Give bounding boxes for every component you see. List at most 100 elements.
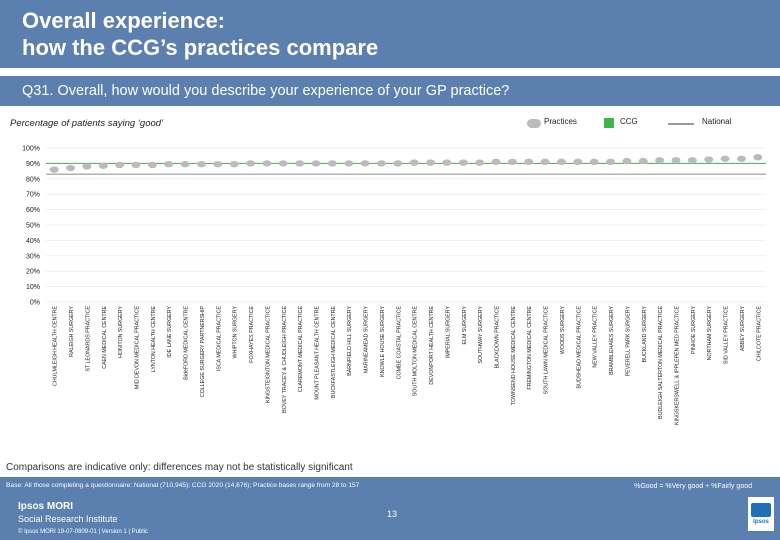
practice-point — [262, 160, 272, 167]
practice-point — [540, 158, 550, 166]
practice-point — [671, 157, 681, 164]
practice-point — [295, 160, 305, 167]
brand-subtitle: Social Research Institute — [18, 514, 118, 524]
practice-point — [327, 160, 337, 167]
x-category-label: MID DEVON MEDICAL PRACTICE — [135, 306, 141, 390]
practice-point — [49, 166, 59, 173]
practice-point — [720, 155, 730, 162]
practice-point — [704, 156, 714, 163]
practice-point — [393, 160, 403, 167]
x-category-label: CAEN MEDICAL CENTRE — [102, 306, 108, 369]
x-category-label: ISCA MEDICAL PRACTICE — [216, 306, 222, 372]
practice-point — [426, 159, 436, 166]
practice-point — [442, 159, 452, 166]
x-category-label: IDE LANE SURGERY — [167, 306, 173, 358]
practice-point — [638, 157, 648, 165]
practice-point — [98, 162, 108, 169]
x-category-label: BUDSHEAD MEDICAL PRACTICE — [576, 306, 582, 389]
x-category-label: COLLEGE SURGERY PARTNERSHIP — [200, 306, 206, 398]
y-tick-label: 70% — [26, 192, 40, 199]
copyright-text: © Ipsos MORI 19-07-0809-01 | Version 1 |… — [18, 529, 148, 535]
legend-ccg-marker — [604, 118, 614, 128]
practice-point — [344, 160, 354, 167]
x-category-label: IMPERIAL SURGERY — [445, 306, 451, 359]
practice-point — [66, 164, 76, 172]
x-category-label: MOUNT PLEASANT HEALTH CENTRE — [315, 306, 321, 400]
x-category-label: RALEIGH SURGERY — [69, 306, 75, 357]
x-category-label: KINGSKERSWELL & IPPLEPEN MED PRACTICE — [675, 306, 681, 425]
practice-point — [589, 158, 599, 166]
practice-point — [573, 158, 583, 166]
practice-point — [753, 154, 763, 161]
x-category-label: HONITON SURGERY — [118, 306, 124, 358]
x-category-label: SOUTHWAY SURGERY — [478, 306, 484, 364]
x-category-label: PINHOE SURGERY — [691, 306, 697, 354]
y-tick-label: 100% — [22, 146, 40, 153]
x-category-label: COMBE COASTAL PRACTICE — [396, 306, 402, 380]
x-category-label: KINGSTEIGNTON MEDICAL PRACTICE — [265, 306, 271, 403]
practice-point — [458, 159, 468, 166]
practice-point — [131, 161, 141, 169]
practice-point — [475, 159, 485, 166]
x-category-label: BUDLEIGH SALTERTON MEDICAL PRACTICE — [658, 306, 664, 419]
x-category-label: ELM SURGERY — [462, 306, 468, 345]
y-tick-label: 20% — [26, 269, 40, 276]
practice-point — [606, 158, 616, 166]
x-category-label: CHULMLEIGH HEALTH CENTRE — [53, 306, 59, 386]
practice-point — [736, 155, 746, 162]
ipsos-logo: Ipsos — [748, 497, 774, 531]
x-category-label: KNOWLE HOUSE SURGERY — [380, 306, 386, 377]
x-category-label: FREMINGTON MEDICAL CENTRE — [527, 306, 533, 390]
page-number: 13 — [386, 509, 397, 519]
legend-national-label: National — [702, 117, 732, 126]
x-category-label: BideFORD MEDICAL CENTRE — [184, 306, 190, 380]
x-category-label: MARINEAMEAD SURGERY — [364, 306, 370, 373]
good-formula: %Good = %Very good + %Fairly good — [634, 483, 752, 490]
x-category-label: BUCKLAND SURGERY — [642, 306, 648, 363]
x-category-label: TOWNSEND HOUSE MEDICAL CENTRE — [511, 306, 517, 406]
ipsos-logo-text: Ipsos — [753, 519, 769, 525]
page-title-line1: Overall experience: — [22, 8, 226, 33]
practice-point — [687, 157, 697, 164]
y-tick-label: 50% — [26, 223, 40, 230]
legend-practices-marker — [527, 119, 541, 128]
legend-ccg-label: CCG — [620, 117, 638, 126]
practice-point — [82, 163, 92, 170]
practice-point — [556, 158, 566, 166]
x-category-label: NEW VALLEY PRACTICE — [593, 306, 599, 368]
x-category-label: DEVONPORT HEALTH CENTRE — [429, 306, 435, 385]
legend-national-marker — [668, 123, 694, 125]
x-category-label: PEVERELL PARK SURGERY — [625, 306, 631, 377]
legend-practices-label: Practices — [544, 117, 577, 126]
practice-point — [360, 160, 370, 167]
brand-name: Ipsos MORI — [18, 501, 74, 512]
x-category-label: WOODS SURGERY — [560, 306, 566, 355]
y-tick-label: 0% — [30, 300, 40, 307]
practice-point — [180, 160, 190, 168]
x-category-label: BARNFIELD HILL SURGERY — [347, 306, 353, 376]
x-category-label: BOVEY TRACEY & CHUDLEIGH PRACTICE — [282, 306, 288, 413]
practice-point — [376, 160, 386, 167]
base-text: Base: All those completing a questionnai… — [6, 482, 360, 489]
x-category-label: ABBEY SURGERY — [740, 306, 746, 352]
chart: 0% 10% 20% 30% 40% 50% 60% 70% 80% 90% 100% CHULMLE… — [22, 146, 766, 425]
y-tick-label: 40% — [26, 238, 40, 245]
x-category-label: SID VALLEY PRACTICE — [724, 306, 730, 365]
x-category-label: CLAREMONT MEDICAL PRACTICE — [298, 306, 304, 393]
practice-point — [655, 157, 665, 164]
practice-point — [246, 160, 256, 167]
x-category-label: LYNTON HEALTH CENTRE — [151, 306, 157, 373]
practice-point — [524, 158, 534, 166]
practice-point — [409, 159, 419, 166]
x-category-label: BUCKFASTLEIGH MEDICAL CENTRE — [331, 306, 337, 398]
x-category-label: BRAMBLEHAIES SURGERY — [609, 306, 615, 375]
y-tick-label: 60% — [26, 207, 40, 214]
footer-band: Base: All those completing a questionnai… — [0, 477, 780, 540]
chart-subtitle: Percentage of patients saying ‘good’ — [10, 118, 164, 129]
x-category-label: BLACKDOWN PRACTICE — [495, 306, 501, 369]
practice-point — [311, 160, 321, 167]
y-tick-label: 90% — [26, 161, 40, 168]
page-title-line2: how the CCG’s practices compare — [22, 35, 379, 60]
practice-point — [196, 160, 206, 168]
ipsos-logo-icon — [751, 503, 771, 517]
